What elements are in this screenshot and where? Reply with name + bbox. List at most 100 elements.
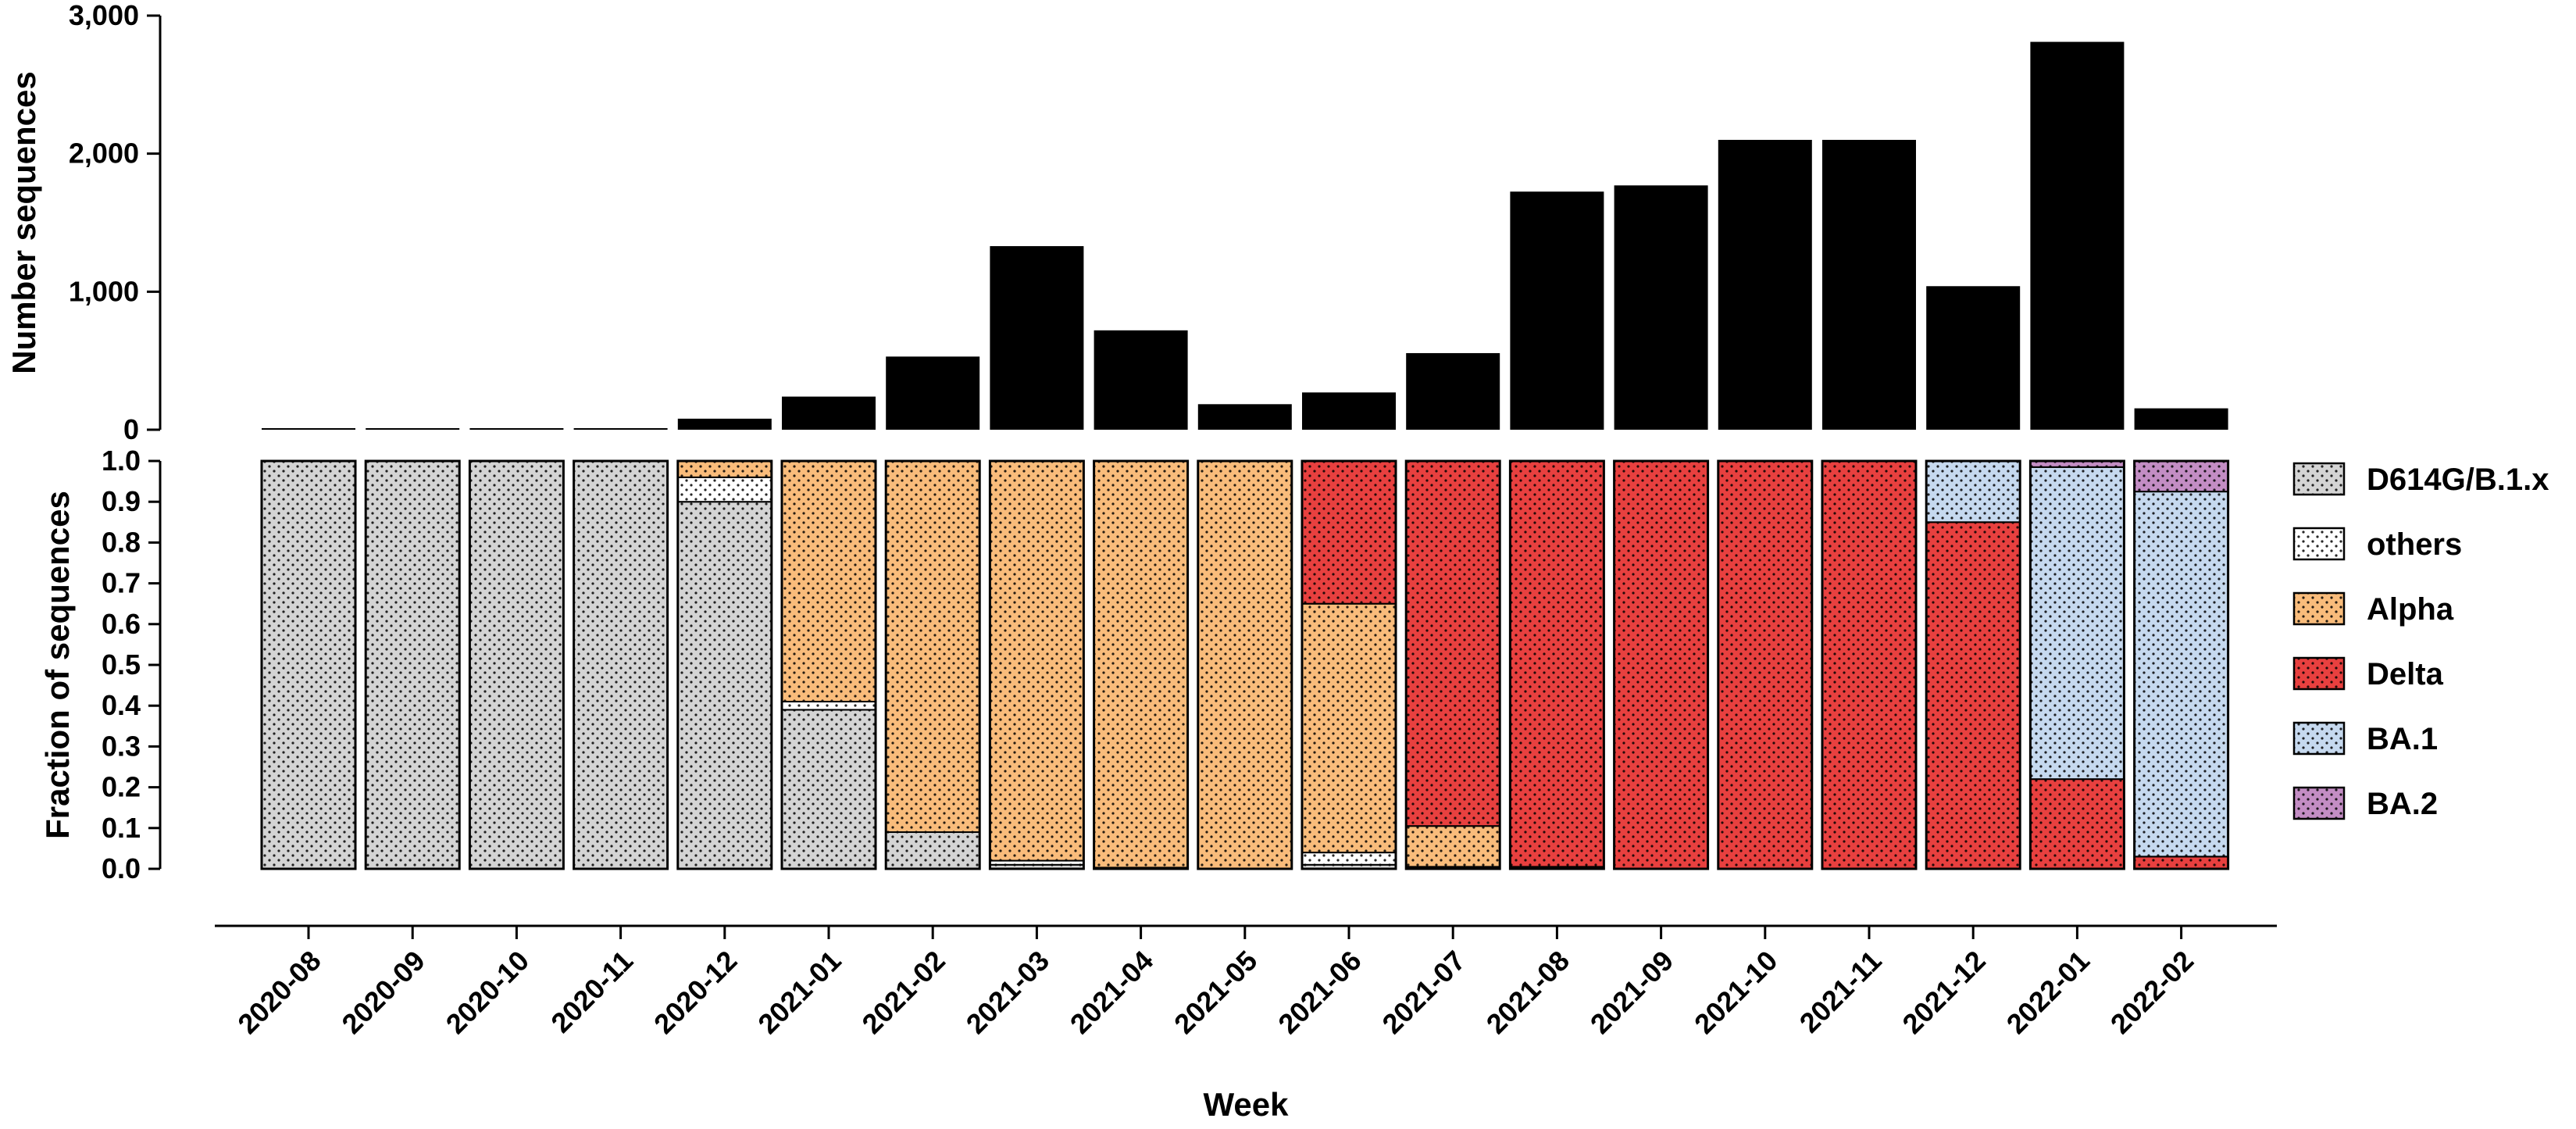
fraction-y-tick-label: 0.3 [102, 730, 141, 762]
count-bar [1614, 185, 1708, 431]
legend-label: BA.1 [2367, 722, 2438, 756]
segment-delta [1301, 460, 1397, 605]
x-tick-label: 2021-04 [1064, 945, 1159, 1040]
legend-label: Alpha [2367, 592, 2454, 627]
fraction-bar-outline [1300, 459, 1397, 870]
legend-item-delta: Delta [2292, 656, 2444, 691]
fraction-bar-outline [1197, 459, 1293, 870]
x-tick-label: 2021-10 [1688, 945, 1783, 1040]
count-bar [2134, 408, 2228, 430]
count-y-tick-label: 0 [123, 413, 139, 445]
segment-d614g-b-1-x [781, 709, 876, 870]
x-tick-label: 2021-01 [751, 945, 847, 1040]
fraction-bar-outline [884, 459, 981, 870]
legend-item-ba-2: BA.2 [2292, 786, 2438, 821]
fraction-bar-outline [1717, 459, 1814, 870]
count-bar [573, 428, 668, 430]
segment-others [781, 700, 876, 711]
x-tick-label: 2021-03 [960, 945, 1055, 1040]
count-panel: 0 1,000 2,000 3,000 Number sequences [5, 0, 2228, 445]
count-y-axis-title: Number sequences [5, 71, 42, 373]
segment-delta [1821, 460, 1917, 870]
segment-ba-1 [2133, 491, 2229, 858]
count-bar [1926, 286, 2021, 430]
fraction-bar-outline [468, 459, 565, 870]
count-bar [1406, 352, 1500, 430]
segment-alpha [676, 460, 772, 478]
segment-alpha [781, 460, 876, 702]
x-tick-label: 2022-01 [2000, 945, 2096, 1040]
count-y-tick-label: 1,000 [69, 275, 139, 307]
segment-d614g-b-1-x [573, 460, 669, 870]
fraction-y-tick-label: 0.4 [102, 689, 141, 721]
fraction-bar-outline [1404, 459, 1501, 870]
x-axis-title: Week [1204, 1086, 1290, 1123]
x-tick-label: 2020-11 [544, 945, 639, 1039]
count-bar [886, 356, 980, 430]
segment-alpha [1197, 460, 1293, 870]
legend-label: Delta [2367, 657, 2444, 691]
x-tick-label: 2021-02 [855, 945, 951, 1040]
count-bar [677, 418, 772, 430]
legend-item-ba-1: BA.1 [2292, 721, 2438, 756]
x-tick-label: 2020-12 [648, 945, 743, 1040]
segment-alpha [1093, 460, 1189, 869]
count-bar [1510, 191, 1604, 430]
fraction-y-tick-label: 0.0 [102, 852, 141, 884]
fraction-bar-outline [676, 459, 773, 870]
fraction-bar-outline [260, 459, 357, 870]
legend-item-others: others [2292, 527, 2462, 562]
segment-delta [1405, 460, 1501, 827]
fraction-y-tick-label: 1.0 [102, 445, 141, 477]
segment-delta [1613, 460, 1709, 870]
x-tick-label: 2020-10 [440, 945, 535, 1040]
count-bar [1822, 140, 1916, 430]
fraction-bar-outline [2133, 459, 2230, 870]
fraction-panel: 0.0 0.1 0.2 0.3 0.4 0.5 0.6 0.7 0.8 0.9 1.0 Fracti… [39, 445, 2230, 884]
count-bar [2030, 41, 2125, 431]
segment-delta [1509, 460, 1605, 868]
legend-label: D614G/B.1.x [2367, 463, 2549, 497]
segment-delta [2133, 856, 2229, 870]
count-bar [366, 428, 460, 430]
fraction-y-tick-label: 0.7 [102, 567, 141, 599]
legend-label: BA.2 [2367, 787, 2438, 821]
fraction-y-tick-label: 0.1 [102, 812, 141, 844]
count-y-tick-label: 2,000 [69, 138, 139, 170]
fraction-bar-outline [1613, 459, 1710, 870]
count-y-tick-label: 3,000 [69, 0, 139, 31]
count-bar [1094, 330, 1188, 430]
segment-alpha [1301, 602, 1397, 854]
x-tick-label: 2020-09 [335, 945, 430, 1040]
count-bar [262, 428, 355, 430]
count-bar [782, 396, 876, 430]
count-bar [469, 428, 564, 430]
segment-d614g-b-1-x [469, 460, 565, 870]
segment-delta [2029, 778, 2125, 870]
fraction-bar-outline [2028, 459, 2125, 870]
count-bar [1718, 140, 1812, 430]
fraction-y-tick-label: 0.6 [102, 608, 141, 640]
fraction-y-axis-title: Fraction of sequences [39, 491, 76, 839]
x-tick-label: 2021-08 [1480, 945, 1575, 1040]
x-tick-label: 2021-11 [1793, 945, 1888, 1039]
segment-delta [1717, 460, 1813, 870]
fraction-bar-outline [1093, 459, 1190, 870]
segment-ba-2 [2133, 460, 2229, 493]
legend-item-alpha: Alpha [2292, 591, 2454, 627]
x-tick-label: 2020-08 [231, 945, 326, 1040]
x-tick-label: 2021-06 [1272, 945, 1367, 1040]
count-bar [1302, 392, 1396, 430]
fraction-bar-outline [573, 459, 669, 870]
fraction-y-tick-label: 0.9 [102, 485, 141, 517]
x-tick-label: 2022-02 [2104, 945, 2200, 1040]
fraction-y-tick-label: 0.2 [102, 771, 141, 803]
x-axis: 2020-08 2020-09 2020-10 2020-11 2020-12 2021-… [215, 924, 2277, 1123]
segment-others [676, 476, 772, 503]
fraction-y-tick-label: 0.8 [102, 526, 141, 558]
segment-d614g-b-1-x [676, 501, 772, 870]
x-tick-label: 2021-12 [1896, 945, 1991, 1040]
x-tick-label: 2021-07 [1375, 945, 1471, 1040]
fraction-bar-outline [1925, 459, 2021, 870]
